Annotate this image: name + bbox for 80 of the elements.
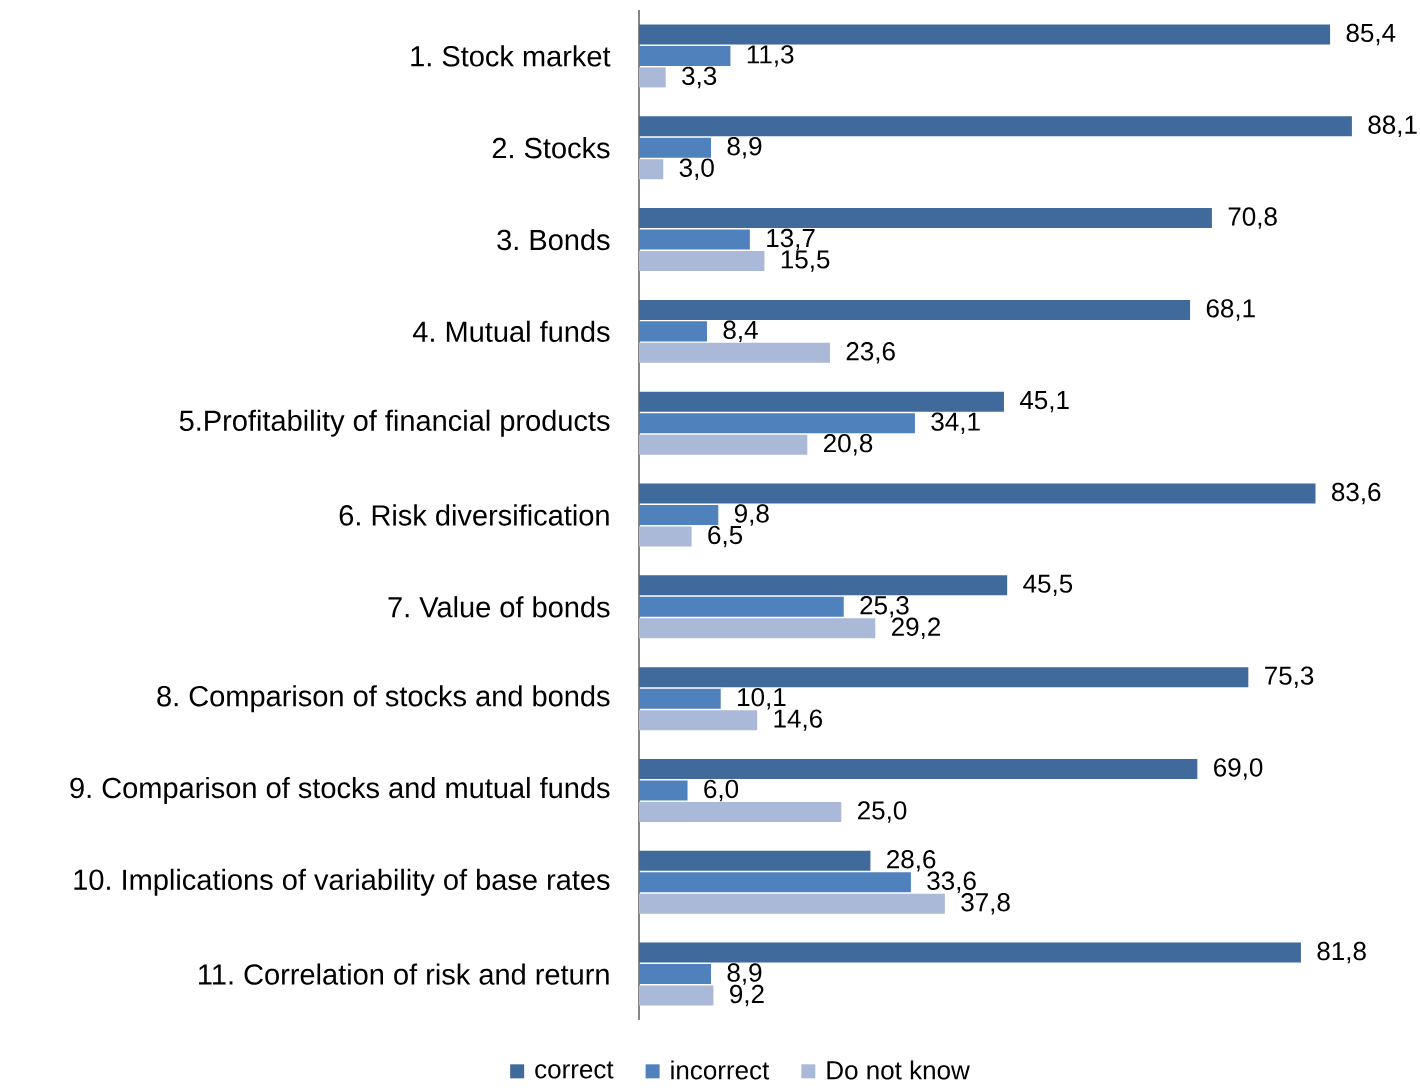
data-label: 10,1 xyxy=(738,687,786,710)
data-label: 25,3 xyxy=(860,596,909,618)
bar xyxy=(639,780,688,801)
bar xyxy=(639,342,830,363)
bar xyxy=(639,893,945,914)
data-label: 11,3 xyxy=(747,45,794,67)
bar xyxy=(639,391,1004,412)
y-tick-label: 11. Correlation of risk and return xyxy=(199,963,609,985)
y-tick-label: 2. Stocks xyxy=(492,137,610,159)
bar xyxy=(639,116,1352,137)
data-label: 3,0 xyxy=(679,158,714,180)
bar xyxy=(639,667,1249,688)
y-tick-label: 4. Mutual funds xyxy=(412,320,610,343)
data-label: 14,6 xyxy=(774,709,823,731)
bar xyxy=(639,985,714,1006)
y-tick-label: 5.Profitability of financial products xyxy=(179,409,610,437)
bar xyxy=(639,964,712,985)
data-label: 88,1 xyxy=(1368,115,1417,137)
data-label: 28,6 xyxy=(887,850,936,872)
bar xyxy=(639,710,758,731)
data-label: 25,0 xyxy=(858,801,907,823)
data-label: 9,8 xyxy=(734,504,769,526)
bar xyxy=(639,505,719,526)
data-label: 85,4 xyxy=(1346,23,1396,46)
y-tick-label: 8. Comparison of stocks and bonds xyxy=(157,685,610,713)
data-label: 81,8 xyxy=(1317,941,1366,964)
data-label: 29,2 xyxy=(892,617,940,640)
bar xyxy=(639,483,1316,504)
bar xyxy=(639,434,808,455)
bar xyxy=(639,208,1212,229)
data-label: 20,8 xyxy=(824,433,873,456)
y-tick-label: 10. Implications of variability of base rates xyxy=(74,868,610,896)
data-label: 83,6 xyxy=(1332,482,1381,505)
bar xyxy=(639,942,1301,963)
data-label: 70,8 xyxy=(1228,207,1277,229)
data-label: 13,7 xyxy=(767,228,815,251)
bar xyxy=(639,45,731,66)
bar xyxy=(639,24,1331,45)
bar xyxy=(639,67,666,88)
bar xyxy=(639,413,915,434)
legend-label: correct xyxy=(535,1061,614,1079)
data-label: 45,1 xyxy=(1019,391,1069,413)
legend-label: incorrect xyxy=(671,1060,770,1080)
bar xyxy=(639,299,1191,320)
data-label: 15,5 xyxy=(781,250,830,272)
legend-label: Do not know xyxy=(827,1060,970,1080)
data-label: 6,5 xyxy=(708,525,743,548)
y-tick-label: 9. Comparison of stocks and mutual funds xyxy=(70,776,610,804)
bar xyxy=(639,618,876,639)
data-label: 9,2 xyxy=(730,984,764,1007)
y-tick-label: 7. Value of bonds xyxy=(388,596,610,618)
bar xyxy=(639,321,707,342)
bar xyxy=(639,872,911,893)
data-label: 75,3 xyxy=(1265,666,1314,688)
y-tick-label: 1. Stock market xyxy=(411,45,611,67)
data-label: 8,4 xyxy=(723,320,758,343)
data-label: 3,3 xyxy=(682,66,717,89)
bar xyxy=(639,526,692,547)
data-label: 6,0 xyxy=(704,779,739,802)
bar xyxy=(639,758,1198,779)
bar xyxy=(639,575,1008,596)
data-label: 8,9 xyxy=(727,963,762,985)
data-label: 23,6 xyxy=(846,342,895,364)
data-label: 69,0 xyxy=(1214,758,1263,780)
y-tick-label: 6. Risk diversification xyxy=(339,504,609,526)
bar xyxy=(639,850,871,871)
data-label: 45,5 xyxy=(1023,574,1073,596)
data-label: 33,6 xyxy=(927,871,976,894)
data-label: 8,9 xyxy=(727,136,762,159)
bar xyxy=(639,688,721,709)
bar xyxy=(639,137,712,158)
data-label: 34,1 xyxy=(931,412,980,434)
bar xyxy=(639,159,664,180)
bar xyxy=(639,596,844,617)
bar xyxy=(639,251,765,272)
data-label: 37,8 xyxy=(961,893,1010,915)
y-tick-label: 3. Bonds xyxy=(497,228,610,251)
bar xyxy=(639,801,842,822)
data-label: 68,1 xyxy=(1206,299,1255,321)
bar xyxy=(639,229,750,250)
